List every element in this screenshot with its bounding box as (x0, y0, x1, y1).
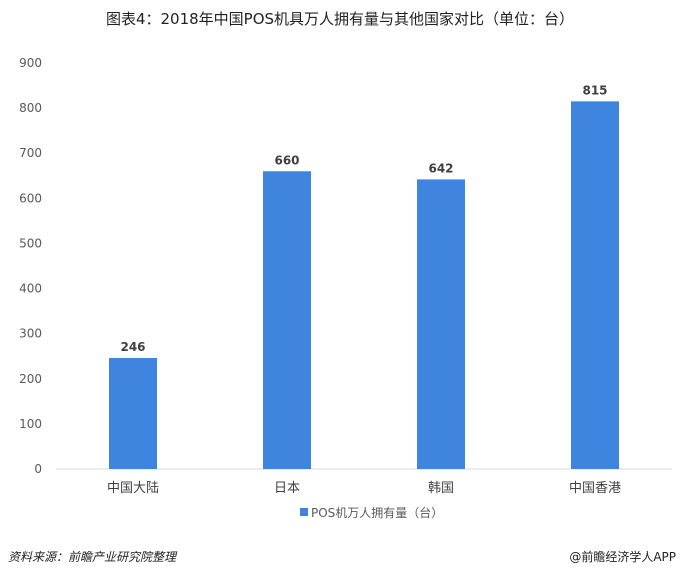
y-tick-label: 700 (19, 146, 42, 160)
x-category-label: 韩国 (428, 481, 454, 496)
x-category-label: 日本 (274, 481, 300, 496)
data-label: 660 (274, 153, 299, 167)
legend: POS机万人拥有量（台） (300, 505, 443, 520)
source-note: 资料来源：前瞻产业研究院整理 (8, 550, 178, 564)
data-label: 642 (428, 161, 453, 175)
y-tick-label: 600 (19, 191, 42, 205)
bar (109, 358, 157, 469)
bar (263, 171, 311, 469)
x-category-label: 中国大陆 (107, 480, 159, 496)
legend-swatch (300, 508, 308, 516)
chart-title: 图表4：2018年中国POS机具万人拥有量与其他国家对比（单位：台） (106, 10, 574, 28)
y-tick-label: 900 (19, 56, 42, 70)
y-tick-label: 300 (19, 327, 42, 341)
y-tick-label: 500 (19, 236, 42, 250)
y-tick-label: 100 (19, 417, 42, 431)
x-category-label: 中国香港 (569, 481, 621, 496)
data-label: 815 (582, 83, 607, 97)
y-tick-label: 0 (34, 462, 42, 476)
brand-label: @前瞻经济学人APP (569, 549, 676, 564)
bar (417, 179, 465, 470)
legend-label: POS机万人拥有量（台） (311, 505, 443, 520)
y-tick-label: 800 (19, 101, 42, 115)
y-tick-label: 400 (19, 282, 42, 296)
data-label: 246 (120, 340, 145, 354)
bar (571, 101, 619, 469)
y-tick-label: 200 (19, 372, 42, 386)
